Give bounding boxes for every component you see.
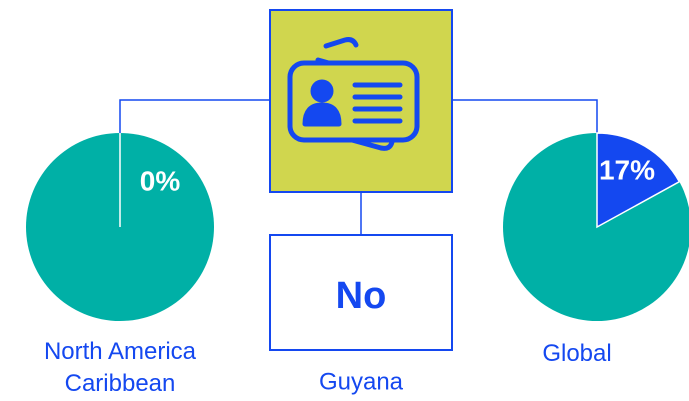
value-label: 0%	[140, 165, 181, 196]
pie-slice	[596, 132, 681, 229]
value-label: 17%	[599, 154, 655, 185]
answer: No	[336, 275, 387, 317]
pie-label: North America Caribbean	[43, 338, 197, 397]
answer-box	[269, 234, 453, 351]
id-card-icon	[287, 37, 420, 151]
center-label: Guyana	[319, 368, 404, 395]
connectors	[119, 99, 598, 235]
pie-label: Global	[542, 340, 612, 367]
